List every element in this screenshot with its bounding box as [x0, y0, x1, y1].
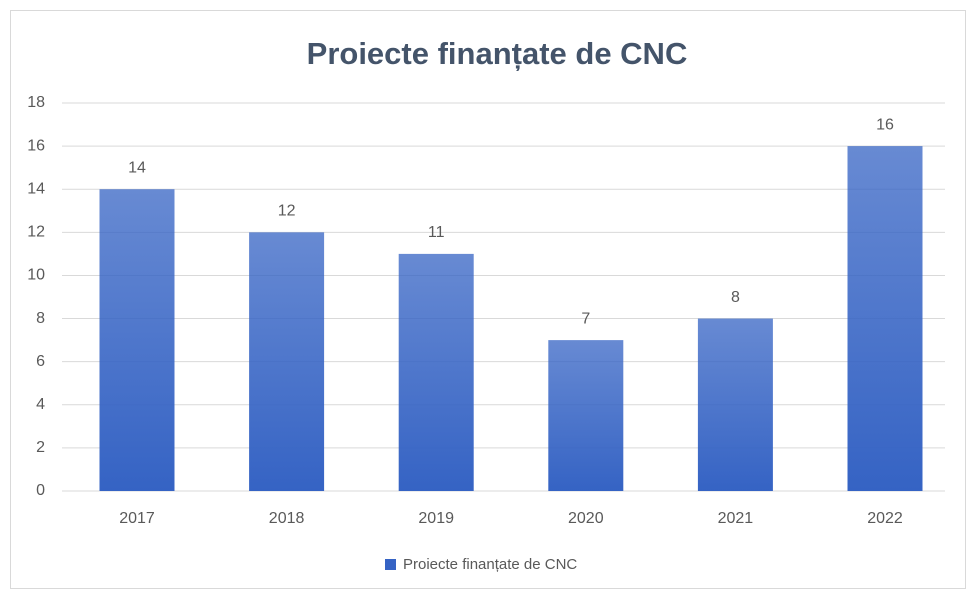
- y-tick-label: 2: [36, 439, 45, 456]
- y-tick-label: 0: [36, 482, 45, 499]
- legend-label: Proiecte finanțate de CNC: [403, 556, 577, 573]
- bar: [249, 232, 325, 492]
- legend-swatch: [385, 559, 396, 570]
- data-label: 8: [731, 289, 740, 306]
- y-tick-label: 8: [36, 310, 45, 327]
- x-tick-label: 2021: [718, 510, 754, 527]
- y-tick-label: 4: [36, 396, 45, 413]
- data-label: 14: [128, 159, 146, 176]
- x-tick-label: 2017: [119, 510, 155, 527]
- x-tick-label: 2018: [269, 510, 305, 527]
- y-tick-label: 12: [27, 224, 45, 241]
- bar: [697, 318, 773, 491]
- data-label: 7: [581, 310, 590, 327]
- x-tick-label: 2019: [418, 510, 454, 527]
- x-tick-label: 2020: [568, 510, 604, 527]
- x-tick-label: 2022: [867, 510, 903, 527]
- bar: [99, 189, 175, 491]
- y-tick-label: 18: [27, 94, 45, 111]
- y-tick-label: 14: [27, 180, 45, 197]
- bar: [548, 340, 624, 491]
- y-tick-label: 10: [27, 267, 45, 284]
- chart-title: Proiecte finanțate de CNC: [307, 36, 688, 71]
- data-label: 16: [876, 116, 894, 133]
- bar: [398, 253, 474, 491]
- y-tick-label: 16: [27, 137, 45, 154]
- y-tick-label: 6: [36, 353, 45, 370]
- bar: [847, 146, 923, 491]
- data-label: 11: [428, 224, 445, 241]
- data-label: 12: [278, 203, 296, 220]
